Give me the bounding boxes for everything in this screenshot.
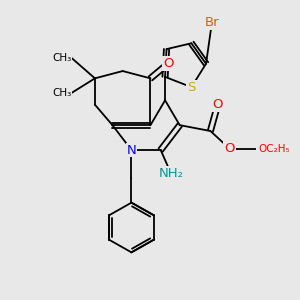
Text: NH₂: NH₂	[158, 167, 183, 180]
Text: O: O	[224, 142, 235, 155]
Text: N: N	[127, 143, 136, 157]
Text: OC₂H₅: OC₂H₅	[259, 143, 290, 154]
Text: Br: Br	[205, 16, 219, 29]
Text: CH₃: CH₃	[52, 53, 71, 63]
Text: O: O	[163, 57, 173, 70]
Text: S: S	[187, 81, 196, 94]
Text: OC₂H₅: OC₂H₅	[257, 143, 289, 154]
Text: CH₃: CH₃	[52, 88, 71, 98]
Text: O: O	[212, 98, 223, 111]
